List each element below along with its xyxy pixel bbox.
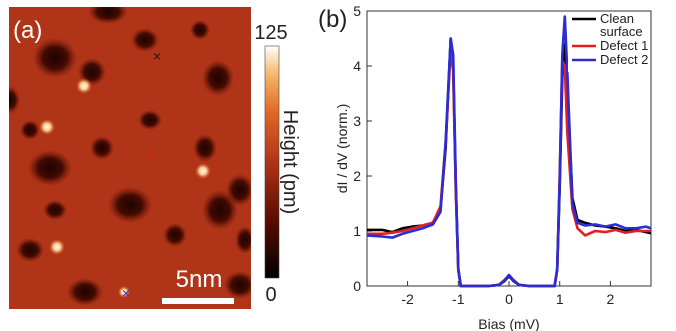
x-tick-label-0: -2 xyxy=(401,291,414,307)
colorbar-gradient xyxy=(264,45,280,279)
scale-bar: 5nm xyxy=(162,266,234,304)
marker-defect-2: × xyxy=(122,285,130,301)
dark-depression-20 xyxy=(235,226,251,254)
y-tick-label-4: 4 xyxy=(353,58,361,74)
scale-bar-line xyxy=(162,298,234,304)
defect-1-marker: × xyxy=(147,146,155,162)
series-line-clean-surface xyxy=(367,37,652,288)
panel-b-label: (b) xyxy=(318,6,347,33)
dark-depression-18 xyxy=(20,120,40,140)
bright-adatom-2 xyxy=(195,163,211,179)
defect-2-marker: × xyxy=(122,285,130,301)
scale-bar-label: 5nm xyxy=(176,266,223,293)
bright-adatom-1 xyxy=(39,119,55,135)
y-axis-label: dI / dV (norm.) xyxy=(334,104,350,193)
dark-depression-7 xyxy=(90,136,114,160)
dark-depression-11 xyxy=(226,174,251,206)
y-tick-label-5: 5 xyxy=(353,3,361,19)
dark-depression-5 xyxy=(138,110,162,130)
colorbar: 125 0 Height (pm) xyxy=(254,22,301,306)
dark-depression-1 xyxy=(131,28,159,52)
dark-depression-12 xyxy=(43,200,67,220)
dark-depression-17 xyxy=(9,86,20,114)
colorbar-min-label: 0 xyxy=(265,284,276,306)
bright-adatom-4 xyxy=(118,286,130,298)
y-tick-label-2: 2 xyxy=(353,168,361,184)
stm-image xyxy=(9,7,251,309)
clean-surface-marker: × xyxy=(153,48,161,64)
marker-clean-surface: × xyxy=(153,48,161,64)
legend-background xyxy=(568,12,649,72)
legend-label-2: Defect 2 xyxy=(600,52,648,67)
series-line-defect-2 xyxy=(366,15,652,288)
dark-depression-13 xyxy=(16,238,44,262)
dark-depression-6 xyxy=(28,150,72,186)
dark-depression-2 xyxy=(33,38,77,78)
panel-a-label: (a) xyxy=(13,17,42,44)
stm-surface-features xyxy=(9,7,251,306)
bright-adatom-0 xyxy=(76,78,92,94)
dark-depression-9 xyxy=(108,187,152,223)
marker-defect-1: × xyxy=(147,146,155,162)
colorbar-max-label: 125 xyxy=(254,22,287,44)
dark-depression-15 xyxy=(67,278,103,306)
dark-depression-19 xyxy=(190,20,210,40)
legend-label-0: Clean surface xyxy=(600,11,643,39)
dark-depression-14 xyxy=(163,223,187,247)
colorbar-title: Height (pm) xyxy=(279,110,301,214)
y-tick-label-1: 1 xyxy=(353,223,361,239)
x-tick-label-3: 1 xyxy=(556,291,564,307)
y-tick-label-0: 0 xyxy=(353,278,361,294)
dark-depression-8 xyxy=(193,134,217,162)
dark-depression-16 xyxy=(224,271,251,299)
x-tick-label-4: 2 xyxy=(607,291,615,307)
dark-depression-10 xyxy=(202,190,238,230)
x-tick-label-2: 0 xyxy=(505,291,513,307)
legend-label-1: Defect 1 xyxy=(600,38,648,53)
y-tick-label-3: 3 xyxy=(353,113,361,129)
dark-depression-0 xyxy=(88,7,128,24)
series-line-defect-1 xyxy=(367,48,651,288)
bright-adatom-3 xyxy=(49,239,65,255)
didv-chart: -2 -1 0 1 2 0 1 2 3 4 5 Bias (mV) dI / dV (norm.) Cle… xyxy=(334,3,652,331)
x-tick-label-1: -1 xyxy=(452,291,465,307)
dark-depression-4 xyxy=(202,60,234,96)
x-axis-label: Bias (mV) xyxy=(478,316,539,331)
